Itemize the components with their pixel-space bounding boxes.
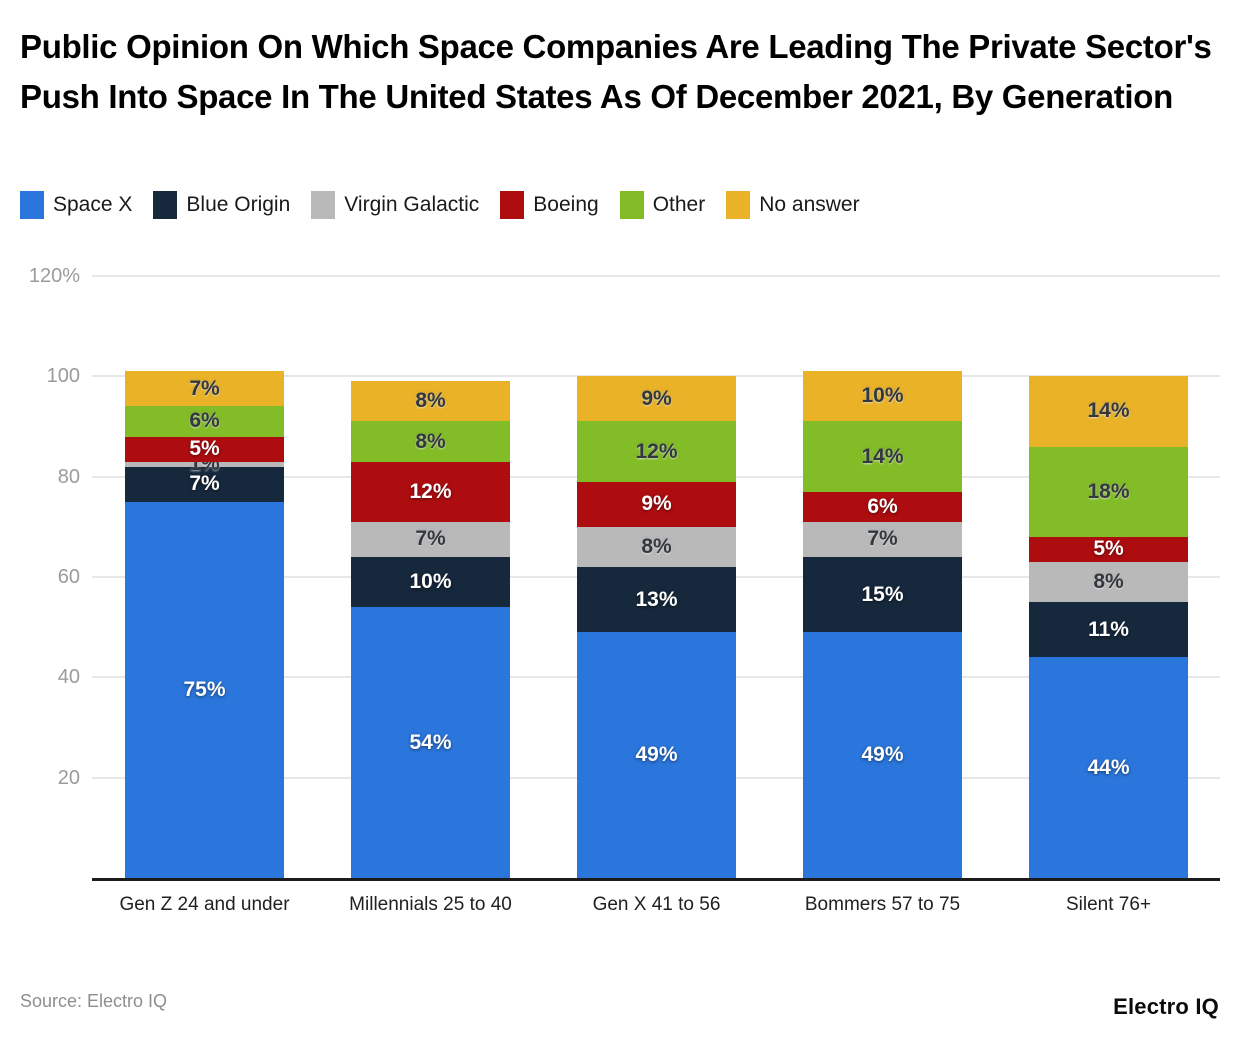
bar-segment xyxy=(351,521,510,557)
legend-swatch-icon xyxy=(311,191,336,219)
bar-segment xyxy=(1029,376,1188,447)
x-axis-label: Bommers 57 to 75 xyxy=(804,894,961,915)
x-axis-line xyxy=(92,878,1220,881)
x-axis-label: Gen Z 24 and under xyxy=(119,894,290,915)
bar-segment xyxy=(577,632,736,878)
y-tick-label: 20 xyxy=(57,766,80,789)
bar-segment xyxy=(577,526,736,567)
x-axis-label: Gen X 41 to 56 xyxy=(592,894,721,915)
legend-item: Space X xyxy=(20,191,132,219)
bar-segment xyxy=(351,607,510,878)
legend-label: Boeing xyxy=(533,193,599,216)
legend-swatch-icon xyxy=(153,191,178,219)
bar-segment xyxy=(803,521,962,557)
bar-segment xyxy=(1029,536,1188,562)
bar-segment xyxy=(803,371,962,422)
bar-segment xyxy=(125,436,284,462)
legend-label: Blue Origin xyxy=(186,193,291,216)
chart-title: Public Opinion On Which Space Companies … xyxy=(20,28,1212,115)
legend-item: Boeing xyxy=(500,191,599,219)
legend-swatch-icon xyxy=(619,191,644,219)
source-note: Source: Electro IQ xyxy=(20,991,168,1011)
bar-segment xyxy=(1029,561,1188,603)
bar-segment xyxy=(125,461,284,467)
legend-label: Space X xyxy=(53,193,133,216)
x-axis-label: Millennials 25 to 40 xyxy=(349,894,512,915)
legend-swatch-icon xyxy=(726,191,751,219)
y-tick-label: 40 xyxy=(57,666,80,689)
brand-logo: Electro IQ xyxy=(1113,994,1219,1019)
bar-segment xyxy=(1029,657,1188,878)
legend-item: No answer xyxy=(726,191,860,219)
bar-segment xyxy=(577,421,736,482)
bar-segment xyxy=(1029,446,1188,537)
legend-item: Other xyxy=(619,191,706,219)
bar-segment xyxy=(577,376,736,422)
legend-label: No answer xyxy=(759,193,860,216)
bar-segment xyxy=(125,501,284,878)
y-tick-label: 120% xyxy=(28,264,80,287)
x-axis-label: Silent 76+ xyxy=(1065,894,1152,915)
y-tick-label: 60 xyxy=(57,565,80,588)
y-tick-label: 100 xyxy=(46,365,80,388)
gridline xyxy=(92,274,1220,277)
bar-segment xyxy=(577,481,736,527)
bar-segment xyxy=(351,381,510,422)
bar-segment xyxy=(1029,602,1188,658)
bar-segment xyxy=(351,421,510,462)
legend-item: Blue Origin xyxy=(153,191,290,219)
bar-segment xyxy=(125,371,284,407)
bar-segment xyxy=(803,556,962,633)
bar-segment xyxy=(351,461,510,522)
bar-segment xyxy=(577,566,736,633)
bar-segment xyxy=(351,556,510,608)
legend: Space X Blue Origin Virgin Galactic Boeing O… xyxy=(20,191,881,219)
bar-segment xyxy=(803,632,962,878)
legend-swatch-icon xyxy=(500,191,525,219)
y-tick-label: 80 xyxy=(57,465,80,488)
bar-segment xyxy=(803,491,962,522)
legend-item: Virgin Galactic xyxy=(311,191,479,219)
bar-segment xyxy=(125,406,284,437)
bar-segment xyxy=(125,466,284,502)
legend-label: Other xyxy=(652,193,706,216)
legend-label: Virgin Galactic xyxy=(344,193,480,216)
bar-segment xyxy=(803,421,962,492)
legend-swatch-icon xyxy=(20,191,44,219)
